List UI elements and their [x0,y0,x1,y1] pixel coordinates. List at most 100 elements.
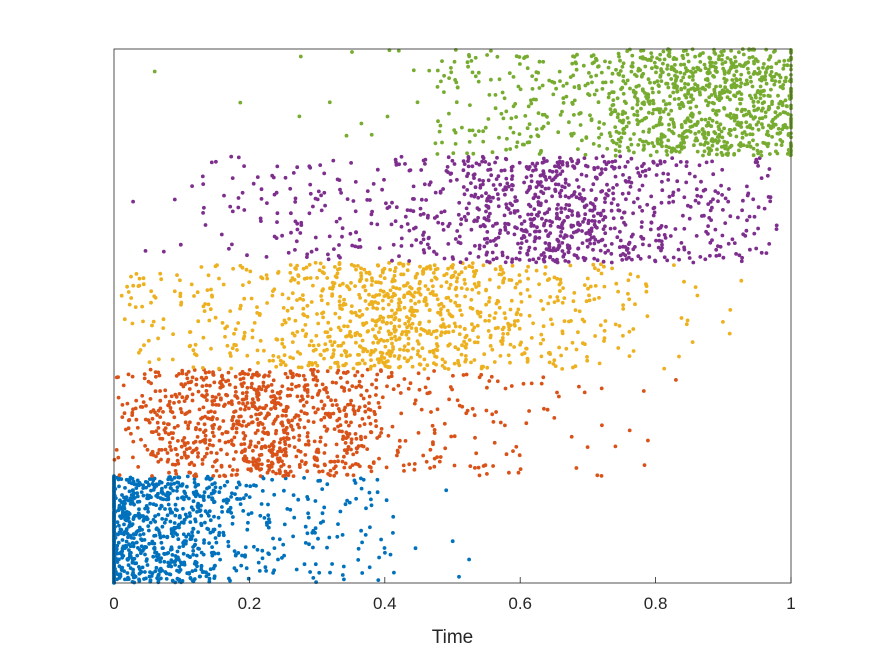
scatter-point [458,241,463,246]
scatter-point [198,574,203,579]
scatter-point [360,540,364,545]
scatter-point [173,513,178,518]
scatter-point [285,507,290,511]
scatter-point [128,502,133,506]
scatter-point [509,116,514,121]
scatter-point [353,310,358,315]
scatter-point [620,191,625,196]
scatter-point [710,118,715,123]
scatter-point [647,99,651,104]
scatter-point [603,231,608,236]
scatter-point [712,75,716,79]
scatter-point [260,548,265,553]
scatter-point [224,497,229,502]
scatter-point [498,354,503,358]
scatter-point [444,280,449,284]
scatter-point [585,355,589,359]
scatter-point [646,438,650,443]
scatter-point [193,472,198,477]
scatter-point [349,310,354,314]
scatter-point [767,242,772,246]
scatter-point [297,462,302,467]
scatter-point [260,437,265,442]
scatter-point [269,407,273,411]
scatter-point [547,360,552,365]
scatter-point [543,241,548,245]
scatter-point [517,250,522,255]
scatter-point [255,311,260,315]
scatter-point [611,140,616,145]
scatter-point [229,438,234,443]
scatter-point [317,389,322,393]
scatter-point [330,403,335,407]
scatter-point [196,319,201,324]
scatter-point [338,187,342,192]
scatter-point [622,220,626,225]
scatter-point [345,284,349,288]
scatter-point [497,231,502,236]
scatter-point [564,234,569,238]
scatter-point [550,322,555,327]
scatter-point [160,568,165,573]
scatter-point [226,544,231,549]
scatter-point [537,59,542,64]
scatter-point [655,163,660,168]
scatter-point [169,448,174,452]
scatter-point [337,243,341,247]
scatter-point [505,331,510,336]
scatter-point [357,292,361,297]
scatter-point [585,276,590,281]
scatter-point [322,462,327,467]
scatter-point [561,101,566,105]
scatter-point [371,182,376,186]
scatter-point [488,211,492,216]
scatter-point [193,484,198,489]
scatter-point [255,417,260,422]
scatter-point [125,510,129,514]
scatter-point [659,248,663,253]
scatter-point [159,448,164,452]
scatter-point [481,179,485,183]
scatter-point [186,426,191,431]
scatter-point [774,61,779,66]
scatter-point [131,488,135,493]
scatter-point [481,139,486,144]
scatter-point [311,283,315,288]
scatter-point [485,241,489,245]
scatter-point [298,54,303,59]
scatter-point [554,86,558,91]
scatter-point [312,455,317,459]
scatter-point [635,166,639,171]
scatter-point [246,576,251,581]
scatter-point [314,450,319,454]
scatter-point [367,490,372,495]
scatter-point [271,536,275,541]
scatter-point [336,254,341,258]
scatter-point [151,554,156,559]
scatter-point [152,69,157,74]
scatter-point [665,63,670,68]
scatter-point [651,90,655,95]
scatter-point [758,96,763,101]
scatter-point [564,346,569,351]
scatter-point [229,366,234,371]
scatter-point [347,500,352,505]
scatter-point [116,532,120,537]
scatter-point [447,111,451,116]
scatter-point [180,495,184,500]
scatter-point [347,432,352,436]
scatter-point [489,77,493,82]
scatter-point [544,177,548,182]
scatter-point [328,459,333,464]
scatter-point [382,266,387,271]
scatter-point [508,211,513,215]
scatter-point [159,496,164,501]
scatter-point [510,263,515,268]
scatter-point [390,341,394,346]
scatter-point [466,155,471,159]
scatter-point [655,56,659,60]
scatter-point [412,401,417,406]
scatter-point [325,347,329,352]
scatter-point [571,164,575,169]
scatter-point [156,495,160,499]
